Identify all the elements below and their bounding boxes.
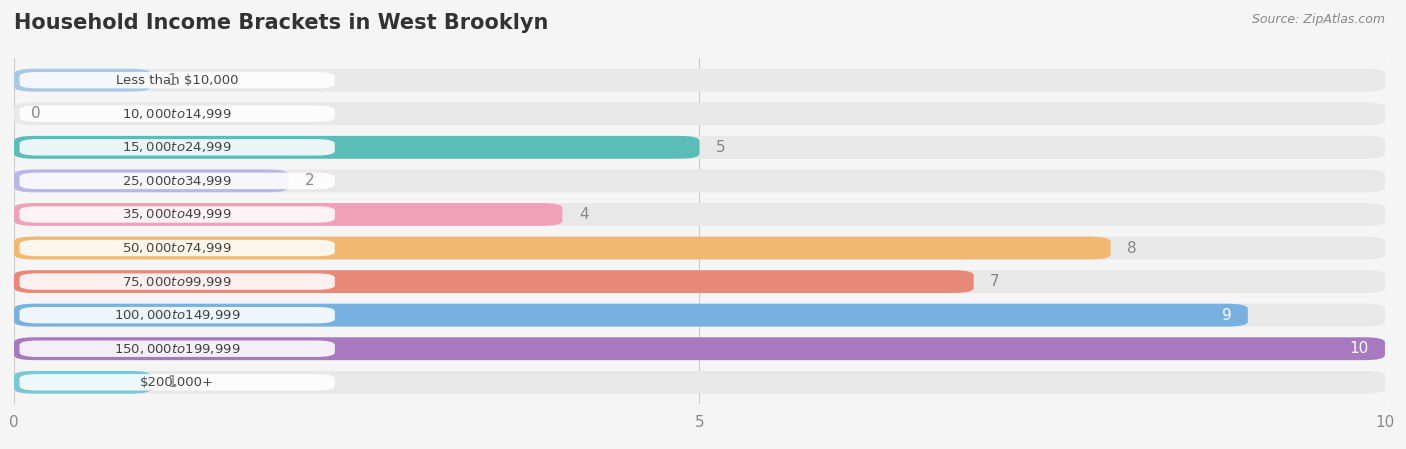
FancyBboxPatch shape	[14, 69, 1385, 92]
FancyBboxPatch shape	[20, 139, 335, 155]
FancyBboxPatch shape	[14, 102, 1385, 125]
FancyBboxPatch shape	[20, 173, 335, 189]
FancyBboxPatch shape	[14, 371, 152, 394]
FancyBboxPatch shape	[20, 72, 335, 88]
Text: $75,000 to $99,999: $75,000 to $99,999	[122, 275, 232, 289]
Text: 9: 9	[1222, 308, 1232, 323]
FancyBboxPatch shape	[14, 203, 1385, 226]
FancyBboxPatch shape	[14, 169, 288, 192]
FancyBboxPatch shape	[20, 374, 335, 391]
FancyBboxPatch shape	[20, 307, 335, 323]
FancyBboxPatch shape	[14, 136, 700, 159]
Text: 10: 10	[1350, 341, 1368, 356]
FancyBboxPatch shape	[14, 69, 152, 92]
FancyBboxPatch shape	[14, 270, 973, 293]
FancyBboxPatch shape	[20, 106, 335, 122]
Text: $200,000+: $200,000+	[141, 376, 214, 389]
Text: 0: 0	[31, 106, 41, 121]
Text: $25,000 to $34,999: $25,000 to $34,999	[122, 174, 232, 188]
FancyBboxPatch shape	[20, 240, 335, 256]
Text: $150,000 to $199,999: $150,000 to $199,999	[114, 342, 240, 356]
FancyBboxPatch shape	[14, 337, 1385, 360]
Text: Household Income Brackets in West Brooklyn: Household Income Brackets in West Brookl…	[14, 13, 548, 34]
Text: $35,000 to $49,999: $35,000 to $49,999	[122, 207, 232, 221]
Text: 2: 2	[305, 173, 315, 189]
FancyBboxPatch shape	[14, 304, 1249, 326]
FancyBboxPatch shape	[20, 206, 335, 223]
Text: 1: 1	[167, 73, 177, 88]
FancyBboxPatch shape	[20, 273, 335, 290]
Text: 8: 8	[1128, 241, 1137, 255]
FancyBboxPatch shape	[14, 371, 1385, 394]
FancyBboxPatch shape	[14, 270, 1385, 293]
Text: $10,000 to $14,999: $10,000 to $14,999	[122, 107, 232, 121]
Text: 7: 7	[990, 274, 1000, 289]
Text: $50,000 to $74,999: $50,000 to $74,999	[122, 241, 232, 255]
Text: Less than $10,000: Less than $10,000	[115, 74, 239, 87]
Text: 4: 4	[579, 207, 589, 222]
FancyBboxPatch shape	[14, 169, 1385, 192]
FancyBboxPatch shape	[14, 203, 562, 226]
Text: 1: 1	[167, 375, 177, 390]
Text: $15,000 to $24,999: $15,000 to $24,999	[122, 141, 232, 154]
FancyBboxPatch shape	[14, 304, 1385, 326]
FancyBboxPatch shape	[14, 337, 1385, 360]
Text: $100,000 to $149,999: $100,000 to $149,999	[114, 308, 240, 322]
Text: Source: ZipAtlas.com: Source: ZipAtlas.com	[1251, 13, 1385, 26]
FancyBboxPatch shape	[14, 136, 1385, 159]
FancyBboxPatch shape	[14, 237, 1111, 260]
FancyBboxPatch shape	[20, 340, 335, 357]
FancyBboxPatch shape	[14, 237, 1385, 260]
Text: 5: 5	[716, 140, 725, 155]
